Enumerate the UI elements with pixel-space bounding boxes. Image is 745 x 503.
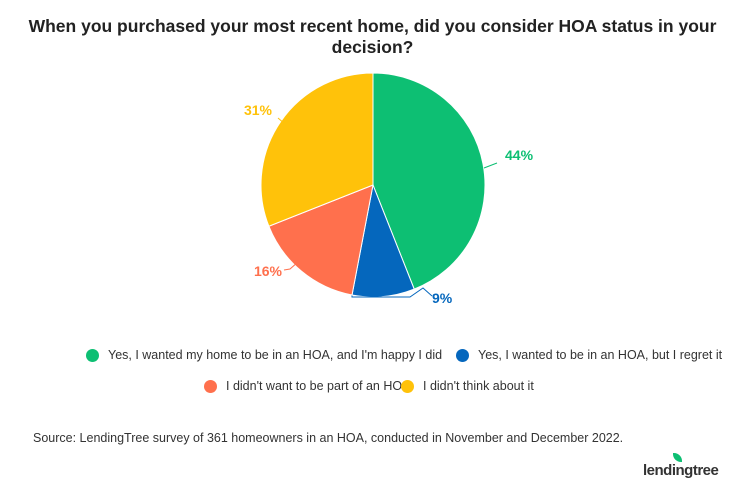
leaf-icon xyxy=(673,453,682,462)
legend-label: I didn't think about it xyxy=(423,379,534,393)
pie-slice xyxy=(260,72,374,227)
legend-label: Yes, I wanted my home to be in an HOA, a… xyxy=(108,348,443,362)
leader-line xyxy=(277,117,286,125)
leader-line xyxy=(351,287,433,298)
legend-label: Yes, I wanted to be in an HOA, but I reg… xyxy=(478,348,723,362)
legend-swatch xyxy=(456,348,469,362)
leader-line xyxy=(283,261,325,271)
legend-label: I didn't want to be part of an HOA xyxy=(226,379,411,393)
chart-title: When you purchased your most recent home… xyxy=(28,16,717,57)
leader-line xyxy=(483,162,498,169)
pie-slice xyxy=(268,184,374,296)
legend-item: Yes, I wanted my home to be in an HOA, a… xyxy=(86,348,442,362)
legend-swatch xyxy=(204,379,217,393)
data-label: 9% xyxy=(432,290,453,306)
legend-swatch xyxy=(86,348,99,362)
legend-item: I didn't think about it xyxy=(401,379,534,393)
data-label: 44% xyxy=(505,147,534,163)
legend-item: Yes, I wanted to be in an HOA, but I reg… xyxy=(456,348,722,362)
legend-item: I didn't want to be part of an HOA xyxy=(204,379,410,393)
data-label: 16% xyxy=(254,263,283,279)
legend-swatch xyxy=(401,379,414,393)
lendingtree-logo: lendingtree xyxy=(643,453,719,479)
data-label: 31% xyxy=(244,102,273,118)
source-note: Source: LendingTree survey of 361 homeow… xyxy=(33,431,624,445)
pie-slice xyxy=(372,72,486,290)
